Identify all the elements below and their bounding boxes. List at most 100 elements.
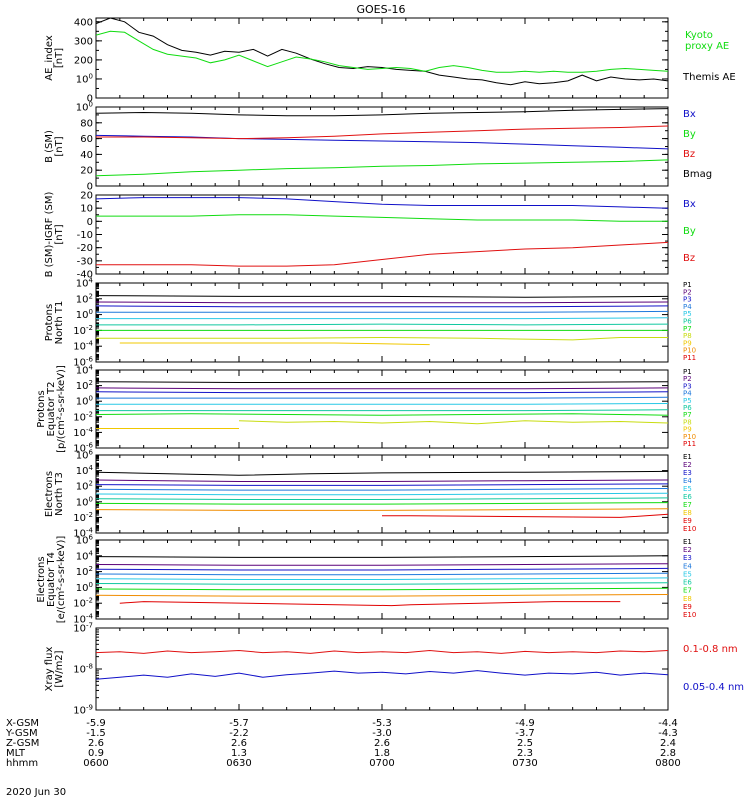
legend-entry: proxy AE [685, 41, 729, 52]
y-axis-label: [p/(cm²-s-sr-keV)] [56, 365, 67, 453]
legend-entry: P1 [683, 368, 692, 376]
time-axis-row-label: X-GSM [6, 718, 39, 729]
y-axis-label: [nT] [54, 48, 65, 68]
series-group [96, 649, 668, 680]
y-tick-label: 100 [76, 581, 93, 594]
y-axis-label: [nT] [54, 136, 65, 156]
legend-entry: E4 [683, 562, 692, 570]
legend-entry: P1 [683, 281, 692, 289]
legend-entry: E7 [683, 501, 692, 509]
legend-entry: E3 [683, 469, 692, 477]
series-group [96, 470, 668, 518]
legend-entry: P8 [683, 418, 692, 426]
y-axis-label: Protons [36, 390, 47, 427]
time-axis-value: 2.6 [374, 738, 390, 749]
series-group [96, 197, 668, 267]
y-tick-label: 40 [80, 150, 93, 161]
panel-2: 0 20 40 60 80 100 B (SM) [nT] Bx By Bz Bmag [44, 101, 712, 193]
series-group [96, 555, 668, 607]
y-tick-label: 10-9 [73, 704, 93, 717]
panel-frame [95, 627, 669, 711]
y-axis-label: Protons [44, 304, 55, 341]
time-axis-value: -4.9 [515, 718, 535, 729]
legend-entry: P6 [683, 318, 692, 326]
time-axis-value: 0800 [655, 758, 680, 769]
legend-entry: Bz [683, 253, 695, 264]
series-line-kyoto-proxy-ae [96, 30, 668, 73]
legend-entry: E10 [683, 525, 696, 533]
series-group [96, 108, 668, 177]
y-tick-label: 104 [76, 549, 94, 562]
series-group [96, 381, 668, 429]
series-line-by [96, 134, 668, 150]
y-tick-label: 10-6 [73, 356, 93, 369]
legend-entry: E1 [683, 453, 692, 461]
time-axis-row-label: hhmm [6, 758, 38, 769]
series-line-p5 [96, 403, 668, 405]
y-tick-label: 106 [76, 449, 94, 462]
y-axis-label: Equator T2 [46, 382, 57, 437]
series-line-e1 [96, 555, 668, 558]
legend-entry: E6 [683, 579, 692, 587]
y-axis-label: Electrons [36, 556, 47, 602]
series-line-e8 [96, 594, 668, 597]
time-axis-value: 0630 [226, 758, 251, 769]
legend-entry: E10 [683, 611, 696, 619]
series-line-p3 [96, 305, 668, 308]
y-axis-label: North T3 [54, 472, 65, 516]
series-line-bx [96, 108, 668, 117]
legend-entry: By [683, 129, 696, 140]
panel-4: 10-6 10-4 10-2 100 102 104 Protons North T1 P1P2… [44, 277, 696, 369]
series-line-e9 [119, 601, 621, 607]
y-axis-label: B (SM) [44, 130, 55, 163]
series-line-e7 [96, 502, 668, 505]
time-axis-value: 2.6 [231, 738, 247, 749]
panel-frame [95, 282, 669, 363]
legend-entry: E1 [683, 538, 692, 546]
series-line-p6 [96, 409, 668, 412]
series-line-p2 [96, 387, 668, 390]
legend-entry: E8 [683, 595, 692, 603]
y-tick-label: 102 [76, 565, 93, 578]
series-group [96, 295, 668, 346]
y-axis-label: Equator T4 [46, 552, 57, 607]
legend-entry: P2 [683, 375, 692, 383]
y-tick-label: -30 [77, 256, 93, 267]
legend-entry: E5 [683, 485, 692, 493]
legend-entry: P7 [683, 411, 692, 419]
y-tick-label: 10-4 [73, 613, 93, 626]
legend-entry: P9 [683, 339, 692, 347]
y-tick-label: 10-4 [73, 426, 93, 439]
time-axis-value: -5.3 [372, 718, 392, 729]
y-axis-label: [nT] [54, 224, 65, 244]
legend-entry: P10 [683, 347, 696, 355]
y-tick-label: 0 [87, 182, 93, 193]
y-tick-label: 20 [80, 191, 93, 202]
time-axis-value: -2.2 [229, 728, 249, 739]
time-axis-value: 0600 [83, 758, 108, 769]
legend-entry: Bx [683, 109, 696, 120]
y-axis-label: Electrons [44, 471, 55, 517]
y-axis-label: North T1 [54, 301, 65, 345]
series-line-e6 [96, 582, 668, 585]
y-tick-label: 102 [76, 379, 93, 392]
legend-entry: P5 [683, 310, 692, 318]
y-tick-label: 100 [76, 495, 93, 508]
series-line-themis-ae [96, 18, 668, 86]
y-tick-label: 102 [76, 292, 93, 305]
legend-entry: P4 [683, 390, 692, 398]
time-axis-row-label: Y-GSM [5, 728, 38, 739]
y-tick-label: 106 [76, 534, 94, 547]
time-axis-value: 2.6 [88, 738, 104, 749]
time-axis-row-label: Z-GSM [6, 738, 39, 749]
y-tick-label: 10-6 [73, 442, 93, 455]
legend-entry: 0.1-0.8 nm [683, 644, 738, 655]
series-line-e3 [96, 567, 668, 571]
y-axis-label: [e/(cm²-s-sr-keV)] [56, 536, 67, 624]
series-line-p7 [96, 413, 668, 416]
series-line-e8 [96, 508, 668, 511]
y-tick-label: 10-2 [73, 324, 93, 337]
series-line-bx [96, 197, 668, 209]
time-axis-value: -4.3 [658, 728, 678, 739]
